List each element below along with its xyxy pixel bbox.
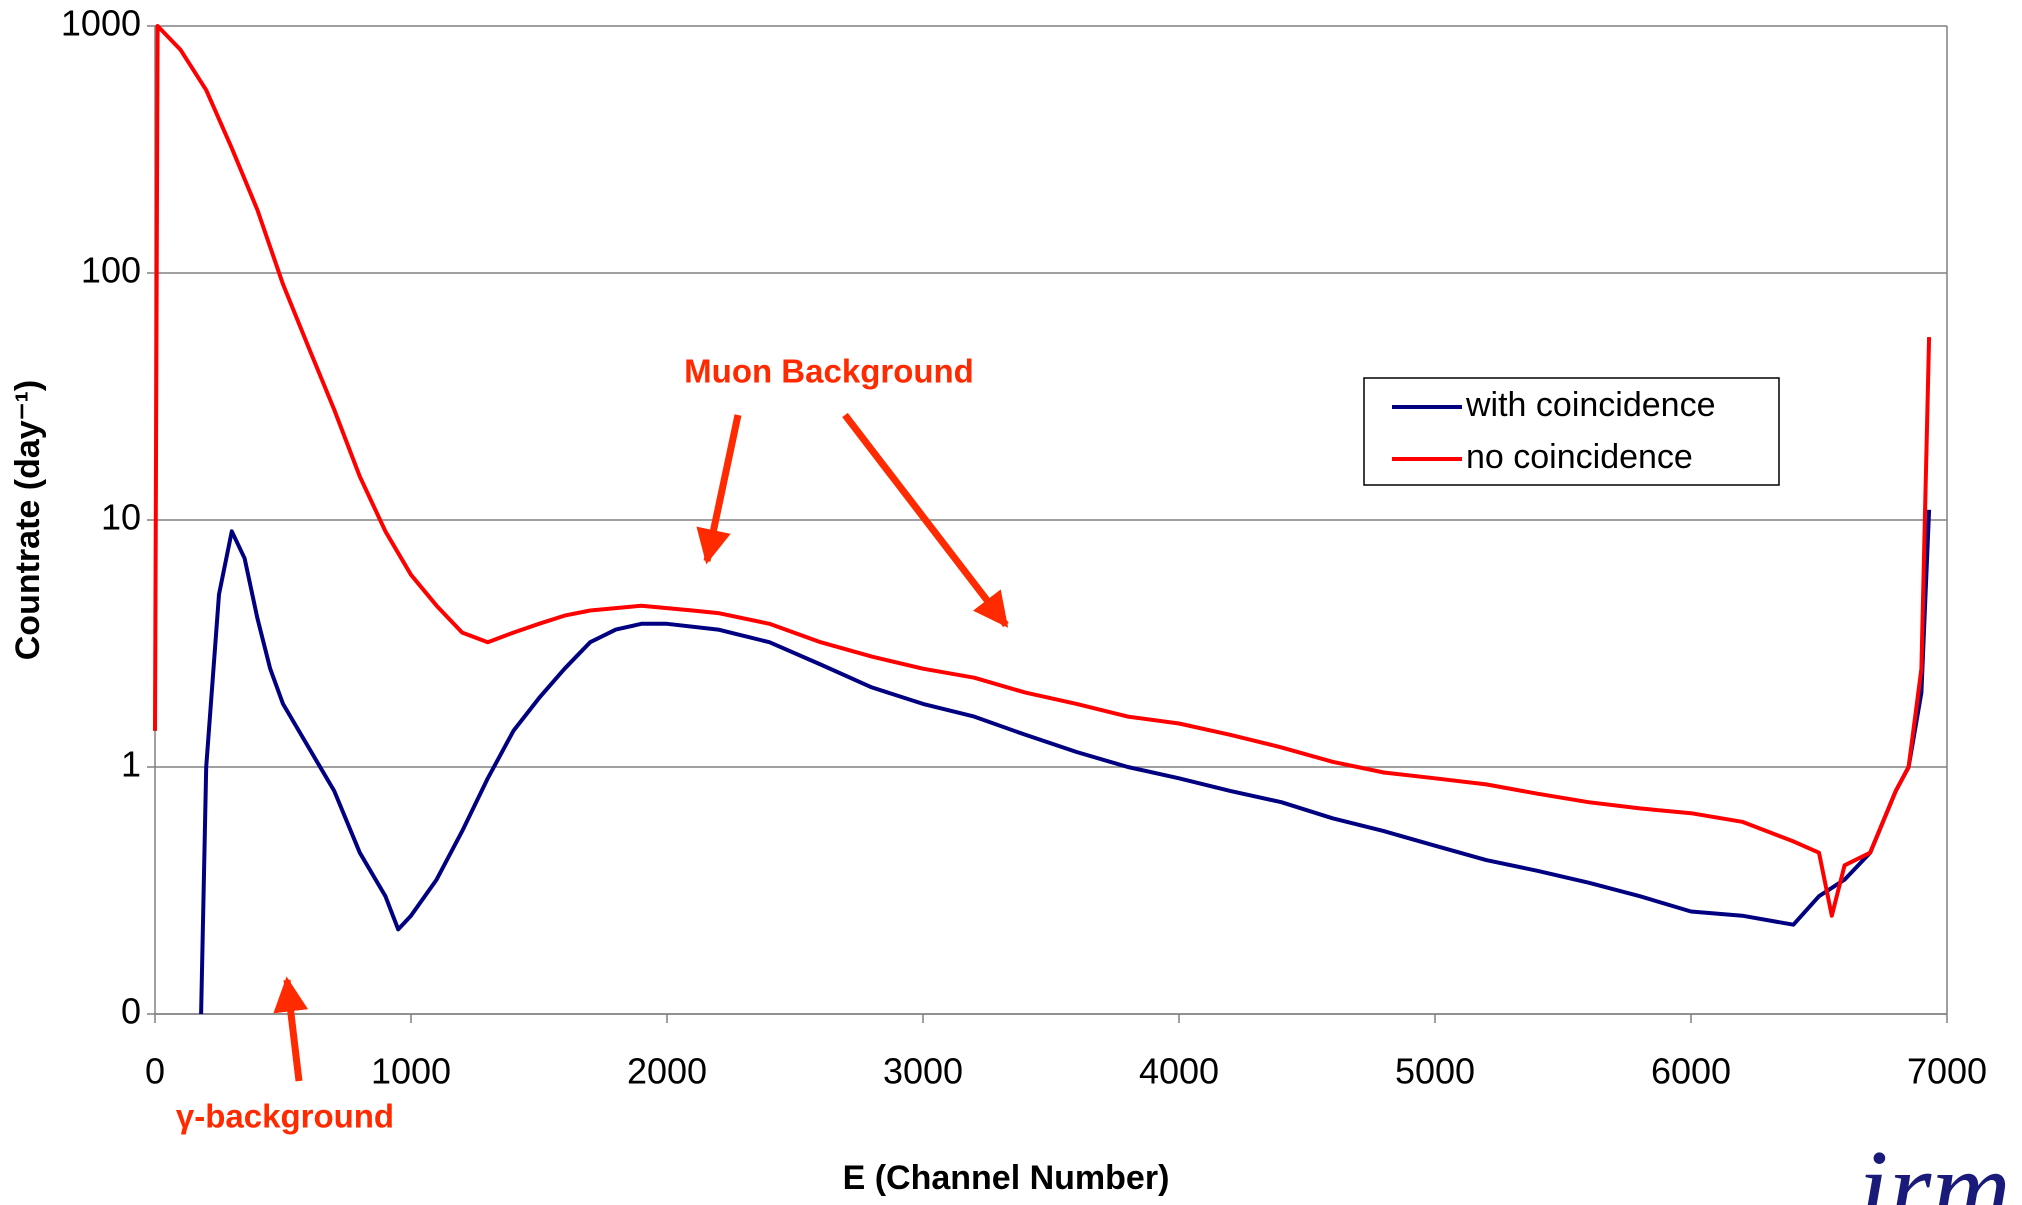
x-tick-label: 5000	[1395, 1051, 1475, 1092]
legend-label: with coincidence	[1465, 386, 1715, 424]
x-tick-label: 2000	[627, 1051, 707, 1092]
arrow	[696, 414, 742, 565]
arrow	[273, 976, 309, 1082]
x-tick-label: 3000	[883, 1051, 963, 1092]
annotation: γ-background	[176, 1098, 394, 1135]
y-axis-title: Countrate (day⁻¹)	[9, 380, 47, 661]
y-tick-label: 100	[81, 250, 141, 291]
annotation: Muon Background	[684, 353, 974, 390]
x-tick-label: 6000	[1651, 1051, 1731, 1092]
logo: irm	[1858, 1127, 2011, 1205]
x-axis-title: E (Channel Number)	[843, 1159, 1170, 1197]
data-line	[153, 24, 1932, 918]
legend-label: no coincidence	[1466, 438, 1693, 476]
x-tick-label: 0	[145, 1051, 165, 1092]
data-line	[199, 509, 1932, 1015]
y-tick-label: 1	[121, 744, 141, 785]
y-tick-label: 0	[121, 991, 141, 1032]
x-tick-label: 1000	[371, 1051, 451, 1092]
plot-area: 0 1 10 100 1000 0 1000 2000 3000 4000 5000 6000 7000…	[61, 3, 1987, 1092]
legend-box	[1363, 377, 1780, 486]
y-tick-label: 1000	[61, 3, 141, 44]
x-tick-label: 7000	[1907, 1051, 1987, 1092]
x-tick-label: 4000	[1139, 1051, 1219, 1092]
y-tick-label: 10	[101, 497, 141, 538]
arrow	[842, 412, 1009, 628]
